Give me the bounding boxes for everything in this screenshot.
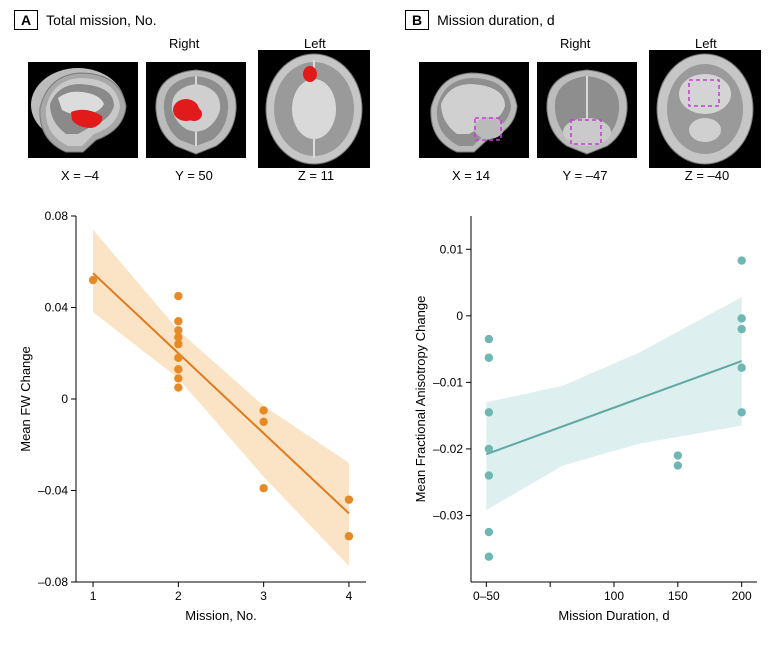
data-point (259, 418, 267, 426)
data-point (89, 276, 97, 284)
data-point (174, 365, 182, 373)
brain-b-axial (649, 50, 761, 168)
confidence-band (486, 297, 741, 510)
x-tick-label: 3 (260, 589, 267, 603)
y-axis-title: Mean Fractional Anisotropy Change (413, 296, 428, 503)
data-point (674, 461, 682, 469)
brain-a-sagittal (28, 62, 138, 158)
data-point (737, 364, 745, 372)
panel-b-brains: Right Left X = 14 (405, 34, 770, 204)
chart-b-svg: –0.03 –0.02 –0.01 0 0.01 0–50 100 150 200 Mission… (405, 204, 770, 634)
panel-a-chart: –0.08 –0.04 0 0.04 0.08 1 2 3 4 Mission, No. Mean … (14, 204, 379, 639)
panel-a: A Total mission, No. Right Left X = –4 (14, 10, 379, 639)
panel-a-right-label: Right (169, 36, 199, 51)
data-point (737, 256, 745, 264)
data-point (259, 406, 267, 414)
data-point (174, 292, 182, 300)
y-tick-label: 0.01 (440, 242, 464, 256)
data-point (174, 317, 182, 325)
panel-b-title: Mission duration, d (437, 12, 555, 28)
brain-b1-coord: X = 14 (441, 168, 501, 183)
y-tick-label: –0.01 (433, 375, 463, 389)
x-axis-title: Mission Duration, d (558, 608, 669, 623)
panel-a-title: Total mission, No. (46, 12, 156, 28)
panel-b-tag: B (405, 10, 429, 30)
confidence-band (93, 230, 349, 566)
panel-b-left-label: Left (695, 36, 717, 51)
y-tick-label: –0.03 (433, 508, 463, 522)
x-axis-title: Mission, No. (185, 608, 257, 623)
panel-b: B Mission duration, d Right Left X = 14 (405, 10, 770, 639)
panel-b-chart: –0.03 –0.02 –0.01 0 0.01 0–50 100 150 200 Mission… (405, 204, 770, 639)
data-point (485, 528, 493, 536)
brain-b-coronal (537, 62, 637, 158)
brain-a2-coord: Y = 50 (164, 168, 224, 183)
data-point (737, 325, 745, 333)
panel-a-brains: Right Left X = –4 (14, 34, 379, 204)
panels-row: A Total mission, No. Right Left X = –4 (14, 10, 769, 639)
data-point (674, 451, 682, 459)
data-point (485, 471, 493, 479)
y-tick-label: 0.04 (45, 301, 69, 315)
data-point (737, 408, 745, 416)
data-point (345, 532, 353, 540)
panel-a-tag: A (14, 10, 38, 30)
panel-b-header: B Mission duration, d (405, 10, 770, 30)
x-tick-label: 0–50 (473, 589, 500, 603)
x-tick-label: 100 (604, 589, 624, 603)
data-point (485, 408, 493, 416)
data-point (259, 484, 267, 492)
data-point (485, 553, 493, 561)
y-tick-label: –0.08 (38, 575, 68, 589)
y-tick-label: 0.08 (45, 209, 69, 223)
panel-b-right-label: Right (560, 36, 590, 51)
brain-b-sagittal (419, 62, 529, 158)
panel-a-left-label: Left (304, 36, 326, 51)
data-point (174, 340, 182, 348)
y-tick-label: 0 (61, 392, 68, 406)
x-tick-label: 2 (175, 589, 182, 603)
y-tick-label: –0.02 (433, 442, 463, 456)
y-tick-label: –0.04 (38, 484, 68, 498)
data-point (174, 374, 182, 382)
data-point (485, 354, 493, 362)
panel-a-header: A Total mission, No. (14, 10, 379, 30)
overlay-red-icon (186, 107, 202, 121)
data-point (174, 383, 182, 391)
data-point (345, 495, 353, 503)
figure: A Total mission, No. Right Left X = –4 (0, 0, 783, 648)
regression-line (93, 273, 349, 513)
data-point (174, 354, 182, 362)
brain-a-axial (258, 50, 370, 168)
brain-a1-coord: X = –4 (50, 168, 110, 183)
data-point (485, 445, 493, 453)
x-tick-label: 1 (90, 589, 97, 603)
y-tick-label: 0 (456, 309, 463, 323)
brain-b2-coord: Y = –47 (551, 168, 619, 183)
overlay-red-icon (303, 66, 317, 82)
x-tick-label: 150 (668, 589, 688, 603)
data-point (485, 335, 493, 343)
x-tick-label: 200 (732, 589, 752, 603)
data-point (737, 314, 745, 322)
brain-a-coronal (146, 62, 246, 158)
y-axis-title: Mean FW Change (18, 346, 33, 452)
chart-a-svg: –0.08 –0.04 0 0.04 0.08 1 2 3 4 Mission, No. Mean … (14, 204, 379, 634)
brain-b3-coord: Z = –40 (673, 168, 741, 183)
brain-a3-coord: Z = 11 (286, 168, 346, 183)
x-tick-label: 4 (346, 589, 353, 603)
